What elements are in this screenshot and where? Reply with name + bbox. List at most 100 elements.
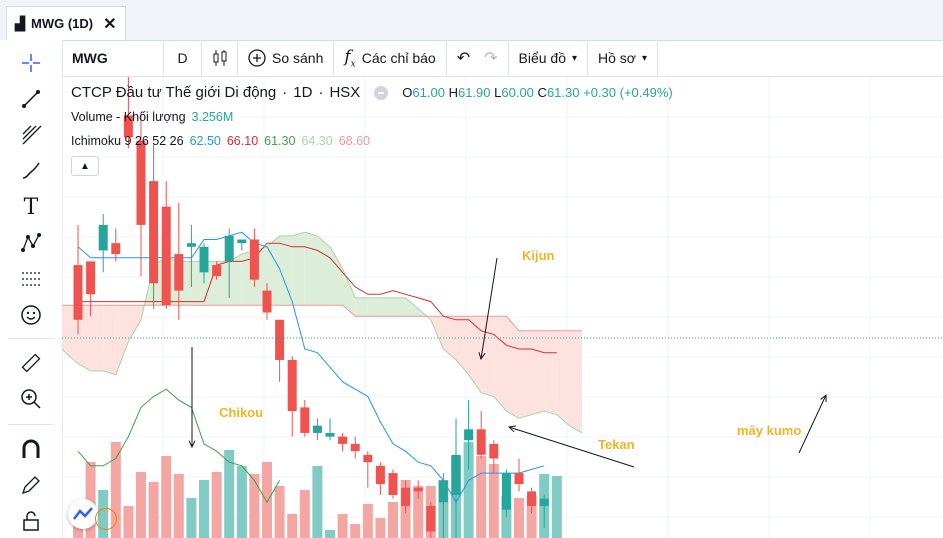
volume-bar — [375, 518, 386, 538]
chart-tab[interactable]: ▟ MWG (1D) ✕ — [6, 6, 126, 40]
magnet-icon[interactable] — [18, 436, 44, 462]
pattern-icon[interactable] — [18, 230, 44, 256]
volume-bar — [413, 486, 424, 538]
interval-button[interactable]: D — [164, 40, 202, 76]
indicators-button[interactable]: fx Các chỉ báo — [334, 40, 447, 76]
volume-bar — [287, 514, 298, 538]
undo-redo-group: ↶ ↷ — [447, 40, 509, 76]
volume-bar — [362, 504, 373, 538]
candle-body — [350, 443, 360, 452]
volume-bar — [148, 482, 159, 538]
profile-label: Hồ sơ — [598, 50, 636, 66]
profile-menu[interactable]: Hồ sơ ▾ — [588, 40, 659, 76]
candles-icon — [213, 50, 227, 66]
candle-body — [451, 454, 461, 495]
arrow-head — [478, 352, 486, 361]
volume-bar — [136, 472, 146, 538]
kumo-cloud — [103, 305, 116, 375]
volume-bar — [476, 456, 487, 538]
trendline-icon[interactable] — [18, 86, 44, 112]
kumo-cloud — [569, 330, 582, 433]
candle-body — [136, 140, 146, 225]
chikou-value: 61.30 — [264, 134, 296, 148]
kumo-cloud — [330, 246, 343, 306]
kumo-cloud — [456, 316, 469, 375]
kumo-cloud — [90, 305, 104, 371]
change-value: +0.30 (+0.49%) — [583, 85, 673, 100]
volume-bar — [488, 464, 499, 538]
brush-icon[interactable] — [18, 158, 44, 184]
candle-body — [539, 498, 549, 506]
kumo-cloud — [506, 316, 519, 419]
indicators-label: Các chỉ báo — [361, 50, 436, 66]
prediction-icon[interactable] — [18, 266, 44, 292]
open-label: O — [402, 85, 413, 100]
go-to-realtime-button[interactable] — [95, 508, 117, 530]
kumo-cloud — [519, 330, 532, 419]
redo-icon[interactable]: ↷ — [484, 50, 498, 67]
pencil-lock-icon[interactable] — [18, 472, 44, 498]
candle-body — [174, 254, 184, 291]
volume-bar — [85, 462, 96, 538]
arrow-head — [507, 425, 517, 433]
annotation-label: Chikou — [219, 405, 263, 420]
text-icon[interactable]: T — [23, 194, 39, 220]
ruler-icon[interactable] — [18, 350, 44, 376]
ohlc-values: O61.00 H61.90 L60.00 C61.30 +0.30 (+0.49… — [402, 85, 672, 100]
zoom-icon[interactable] — [18, 386, 44, 412]
ichimoku-label: Ichimoku 9 26 52 26 — [71, 134, 184, 148]
symbol-search[interactable]: MWG — [62, 40, 164, 76]
chikou-line — [77, 388, 281, 504]
candle-body — [149, 181, 159, 284]
compare-button[interactable]: So sánh — [238, 40, 335, 76]
tenkan-value: 62.50 — [189, 134, 221, 148]
candle-body — [111, 243, 121, 255]
candle-body — [476, 429, 486, 455]
legend-separator: · — [282, 84, 288, 101]
candle-type-button[interactable] — [202, 40, 238, 76]
volume-bar — [274, 486, 285, 538]
undo-icon[interactable]: ↶ — [456, 50, 471, 67]
candle-body — [237, 239, 247, 244]
kumo-cloud — [317, 235, 330, 306]
kumo-cloud — [62, 305, 66, 353]
volume-bar — [350, 524, 361, 538]
span-b-value: 68.60 — [338, 134, 370, 148]
kumo-cloud — [493, 316, 507, 412]
kumo-cloud — [380, 297, 393, 317]
plus-circle-icon — [248, 49, 266, 67]
candle-body — [161, 206, 171, 306]
chart-type-menu[interactable]: Biểu đồ ▾ — [509, 40, 589, 76]
emoji-icon[interactable] — [18, 302, 44, 328]
annotation-arrow — [798, 394, 827, 454]
kumo-cloud — [556, 330, 570, 426]
lock-icon[interactable] — [18, 508, 44, 534]
collapse-legend-button[interactable] — [374, 85, 389, 100]
chart-label: Biểu đồ — [518, 50, 566, 66]
candle-body — [199, 246, 209, 273]
span-a-value: 64.30 — [301, 134, 333, 148]
ichimoku-legend: Ichimoku 9 26 52 26 62.50 66.10 61.30 64… — [71, 134, 370, 148]
candle-body — [98, 224, 108, 251]
tab-bar: ▟ MWG (1D) ✕ — [0, 0, 943, 41]
volume-bar — [249, 474, 260, 538]
candle-body — [249, 239, 259, 280]
volume-bar — [173, 474, 184, 538]
kumo-cloud — [531, 330, 545, 415]
candle-body — [438, 480, 448, 503]
volume-value: 3.256M — [191, 110, 234, 124]
tradingview-logo — [68, 499, 98, 529]
drawing-toolbar: T — [0, 40, 63, 538]
crosshair-icon[interactable] — [18, 50, 44, 76]
close-icon[interactable]: ✕ — [103, 15, 117, 33]
candle-body — [388, 473, 398, 495]
fib-icon[interactable] — [18, 122, 44, 148]
candle-body — [262, 290, 272, 313]
high-value: 61.90 — [457, 85, 491, 100]
arrow-head — [188, 440, 196, 449]
volume-bar — [110, 442, 121, 538]
chevron-down-icon: ▾ — [641, 52, 648, 64]
kumo-cloud — [355, 297, 368, 317]
close-value: 61.30 — [546, 85, 580, 100]
collapse-indicators-button[interactable]: ▲ — [71, 156, 99, 176]
